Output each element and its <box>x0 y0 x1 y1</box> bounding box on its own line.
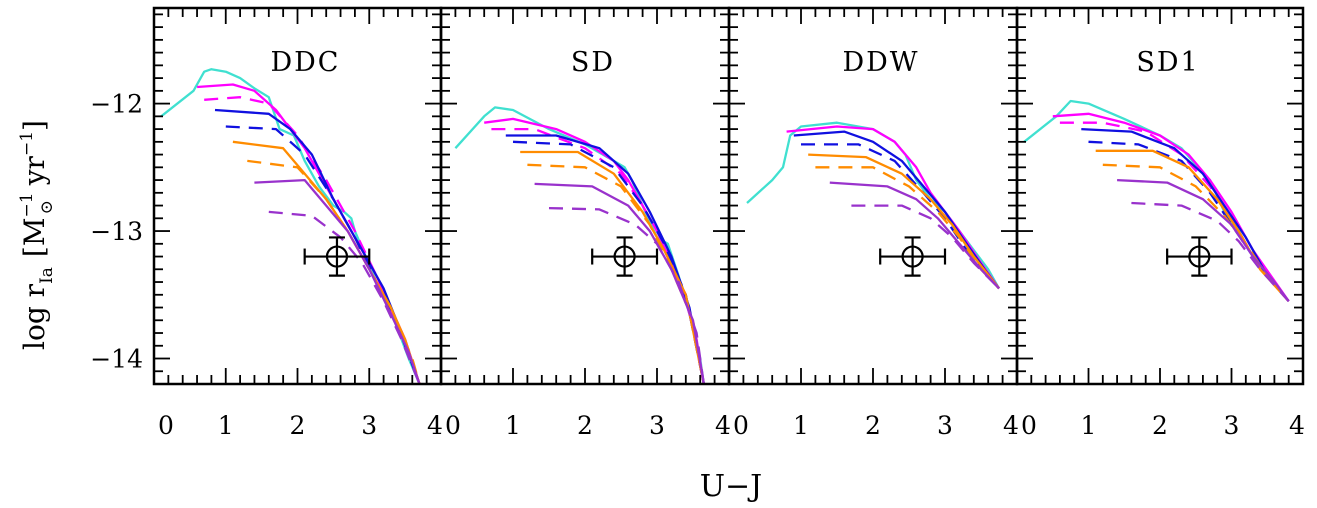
y-tick-label: −14 <box>90 345 143 374</box>
x-tick-label: 0 <box>158 411 174 440</box>
x-tick-label: 1 <box>1081 411 1097 440</box>
magenta-solid-line <box>1052 112 1290 302</box>
panel-title: SD <box>571 47 615 78</box>
y-label-unit-close: ] <box>18 120 51 131</box>
tick-marks <box>153 8 442 385</box>
panel-sd1: SD1 <box>1015 6 1305 386</box>
series-group <box>454 106 705 384</box>
x-tick-label: 4 <box>427 411 443 440</box>
panels: DDC SD DDW SD1 <box>152 6 1305 386</box>
blue-dashed-line <box>225 125 421 384</box>
orange-dashed-line <box>247 159 421 384</box>
y-label-unit-sun: ⊙ <box>37 200 57 214</box>
series-group <box>746 121 1001 290</box>
blue-dashed-line <box>1088 140 1290 302</box>
observation-marker <box>591 236 659 277</box>
orange-solid-line <box>520 150 705 384</box>
observation-marker <box>1166 236 1233 277</box>
x-tick-label: 4 <box>1003 411 1019 440</box>
x-tick-label: 3 <box>649 411 665 440</box>
tick-marks <box>440 8 730 385</box>
blue-dashed-line <box>801 143 1000 290</box>
magenta-dashed-line <box>204 96 421 384</box>
x-tick-label: 3 <box>937 411 953 440</box>
x-tick-label: 3 <box>361 411 377 440</box>
x-tick-label: 2 <box>1152 411 1168 440</box>
orange-solid-line <box>808 153 1000 290</box>
cyan-solid-line <box>746 121 1001 289</box>
x-tick-label: 0 <box>1021 411 1037 440</box>
y-label-unit-exp2: −1 <box>17 131 37 156</box>
y-tick-label: −12 <box>90 90 143 119</box>
magenta-solid-line <box>786 125 1000 290</box>
x-tick-label: 3 <box>1224 411 1240 440</box>
x-tick-label: 1 <box>505 411 521 440</box>
x-tick-label: 0 <box>445 411 461 440</box>
magenta-solid-line <box>197 83 421 384</box>
y-tick-labels: −12 −13 −14 <box>90 90 143 374</box>
tick-marks <box>728 8 1018 385</box>
x-tick-label: 4 <box>715 411 731 440</box>
orange-dashed-line <box>527 163 705 384</box>
magenta-dashed-line <box>491 127 705 384</box>
x-tick-label: 0 <box>733 411 749 440</box>
purple-dashed-line <box>1131 201 1290 302</box>
panel-sd: SD <box>439 6 731 386</box>
cyan-solid-line <box>160 68 421 384</box>
y-axis-label: log rIa[M−1⊙ yr−1] <box>17 120 57 350</box>
observation-marker <box>303 236 371 277</box>
tick-marks <box>1016 8 1304 385</box>
y-label-sub: Ia <box>37 267 57 284</box>
cyan-solid-line <box>1023 99 1290 302</box>
y-label-main: log r <box>18 283 51 350</box>
magenta-dashed-line <box>1059 121 1290 302</box>
y-label-unit-exp: −1 <box>17 192 37 217</box>
orange-dashed-line <box>1102 163 1290 302</box>
panel-ddw: DDW <box>727 6 1019 386</box>
blue-solid-line <box>214 108 421 384</box>
x-tick-label: 1 <box>218 411 234 440</box>
observation-marker <box>879 236 947 277</box>
panel-title: SD1 <box>1136 47 1199 78</box>
purple-solid-line <box>829 181 1000 290</box>
x-tick-label: 2 <box>577 411 593 440</box>
y-label-unit-yr: yr <box>18 155 51 194</box>
x-tick-label: 2 <box>865 411 881 440</box>
orange-solid-line <box>1095 149 1290 302</box>
panel-ddc: DDC <box>152 6 443 386</box>
purple-solid-line <box>534 182 705 384</box>
purple-dashed-line <box>548 206 705 384</box>
blue-solid-line <box>1081 127 1290 302</box>
x-tick-label: 4 <box>1289 411 1305 440</box>
orange-solid-line <box>232 140 421 384</box>
x-tick-label: 2 <box>290 411 306 440</box>
y-label-unit-open: [M <box>18 217 51 257</box>
series-group <box>1023 99 1290 302</box>
purple-solid-line <box>1117 178 1290 302</box>
orange-dashed-line <box>815 166 1000 290</box>
purple-dashed-line <box>851 204 1000 290</box>
panel-title: DDW <box>842 47 919 78</box>
panel-title: DDC <box>271 47 341 78</box>
purple-solid-line <box>254 178 421 384</box>
series-group <box>160 68 421 384</box>
x-axis-label: U−J <box>700 469 762 504</box>
y-tick-label: −13 <box>90 217 143 246</box>
svg-text:log rIa[M−1⊙ yr−1]: log rIa[M−1⊙ yr−1] <box>17 120 57 350</box>
x-tick-label: 1 <box>793 411 809 440</box>
